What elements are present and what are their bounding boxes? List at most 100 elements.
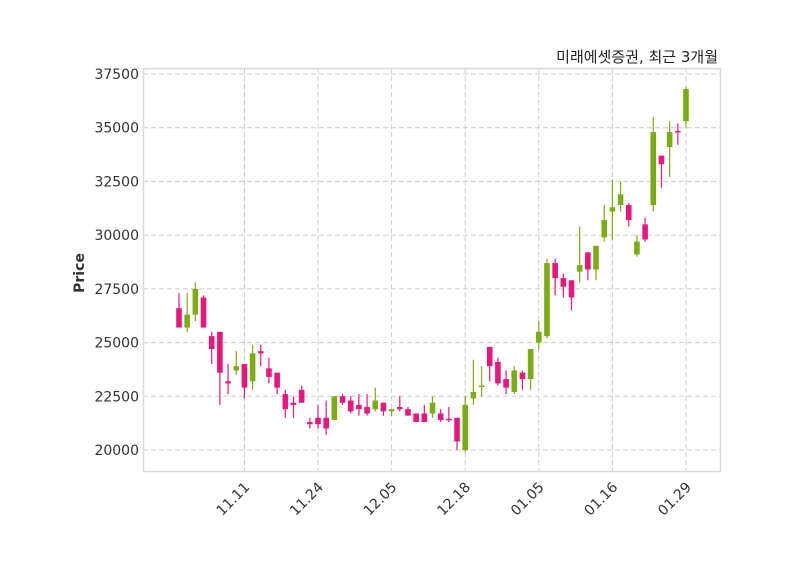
candle-up — [192, 282, 199, 322]
candle-body — [315, 417, 321, 425]
candle-body — [282, 394, 289, 410]
candle-down — [364, 394, 370, 416]
candle-body — [519, 372, 526, 380]
candle-body — [552, 263, 558, 279]
candle-down — [503, 370, 509, 395]
y-tick-label: 22500 — [94, 389, 139, 405]
candle-body — [396, 407, 403, 410]
candle-up — [331, 396, 338, 420]
candle-up — [601, 205, 608, 242]
plot-frame — [142, 67, 722, 473]
candle-down — [347, 396, 354, 414]
y-tick-label: 32500 — [94, 174, 139, 190]
candle-down — [421, 404, 428, 423]
candle-down — [552, 258, 558, 296]
candle-body — [527, 349, 534, 380]
candle-body — [544, 263, 550, 337]
candle-body — [576, 265, 583, 272]
candle-down — [585, 252, 591, 281]
candle-up — [470, 359, 477, 405]
candle-down — [495, 357, 501, 386]
candle-body — [617, 194, 624, 206]
candle-up — [544, 258, 550, 339]
candle-down — [274, 372, 280, 395]
candle-body — [609, 207, 616, 212]
candle-down — [568, 280, 575, 311]
candle-body — [446, 418, 452, 421]
candle-up — [527, 349, 534, 390]
y-tick-label: 20000 — [94, 443, 139, 459]
candle-down — [560, 273, 567, 298]
candle-down — [208, 331, 215, 365]
candle-body — [478, 385, 485, 388]
candle-down — [290, 396, 297, 418]
candle-down — [642, 217, 648, 242]
candle-down — [380, 402, 387, 416]
candle-down — [257, 344, 264, 367]
candle-body — [347, 400, 354, 412]
candle-body — [560, 278, 567, 287]
candle-body — [225, 381, 231, 384]
x-tick-label: 11.24 — [287, 479, 327, 519]
candle-up — [429, 396, 436, 418]
candle-body — [184, 314, 190, 328]
candle-up — [576, 226, 583, 283]
candle-down — [176, 293, 182, 328]
candle-body — [249, 353, 256, 382]
candle-down — [658, 155, 665, 188]
candle-down — [282, 389, 289, 418]
candle-body — [625, 205, 632, 221]
candle-body — [511, 370, 518, 392]
candle-body — [486, 346, 493, 367]
candle-down — [225, 364, 231, 395]
candle-body — [307, 422, 313, 425]
candle-body — [274, 372, 280, 388]
candle-up — [462, 396, 469, 453]
candle-body — [634, 241, 640, 255]
x-tick-label: 01.29 — [655, 480, 695, 520]
candle-body — [266, 368, 272, 377]
candle-up — [593, 245, 599, 281]
candle-up — [683, 86, 689, 128]
candle-up — [249, 344, 256, 390]
x-axis-ticks: 11.11 11.24 12.05 12.18 01.05 01.16 01.29 — [214, 479, 695, 519]
candle-down — [405, 407, 411, 416]
candle-up — [372, 387, 379, 412]
candle-down — [315, 404, 321, 429]
candle-body — [568, 280, 575, 298]
x-tick-label: 01.16 — [582, 479, 622, 519]
candle-body — [331, 396, 338, 420]
y-tick-label: 25000 — [94, 336, 139, 352]
candle-down — [298, 385, 305, 403]
candle-body — [675, 130, 681, 133]
candle-body — [372, 400, 379, 410]
candle-body — [364, 407, 370, 414]
candle-body — [683, 89, 689, 122]
candle-up — [609, 179, 616, 240]
candle-down — [200, 295, 207, 328]
candle-down — [356, 394, 362, 416]
y-axis-ticks: 20000 22500 25000 27500 30000 32500 35000 37500 — [94, 67, 139, 459]
candle-body — [454, 417, 460, 442]
candle-up — [184, 293, 190, 332]
y-axis-label: Price — [72, 253, 88, 293]
candle-body — [380, 402, 387, 412]
candle-body — [339, 396, 346, 403]
candle-down — [625, 202, 632, 227]
candle-body — [356, 404, 362, 410]
x-tick-label: 11.11 — [214, 480, 254, 520]
grid-lines — [143, 68, 720, 471]
candle-body — [658, 155, 665, 165]
chart-title: 미래에셋증권, 최근 3개월 — [556, 48, 718, 66]
candle-body — [462, 404, 469, 450]
candle-down — [266, 357, 272, 384]
candle-down — [307, 417, 313, 429]
candle-down — [519, 370, 526, 390]
candle-body — [593, 245, 599, 270]
candle-body — [650, 132, 657, 206]
candle-body — [503, 379, 509, 388]
candle-body — [298, 389, 305, 403]
candle-down — [675, 123, 681, 145]
candle-up — [511, 366, 518, 395]
candle-down — [486, 346, 493, 382]
